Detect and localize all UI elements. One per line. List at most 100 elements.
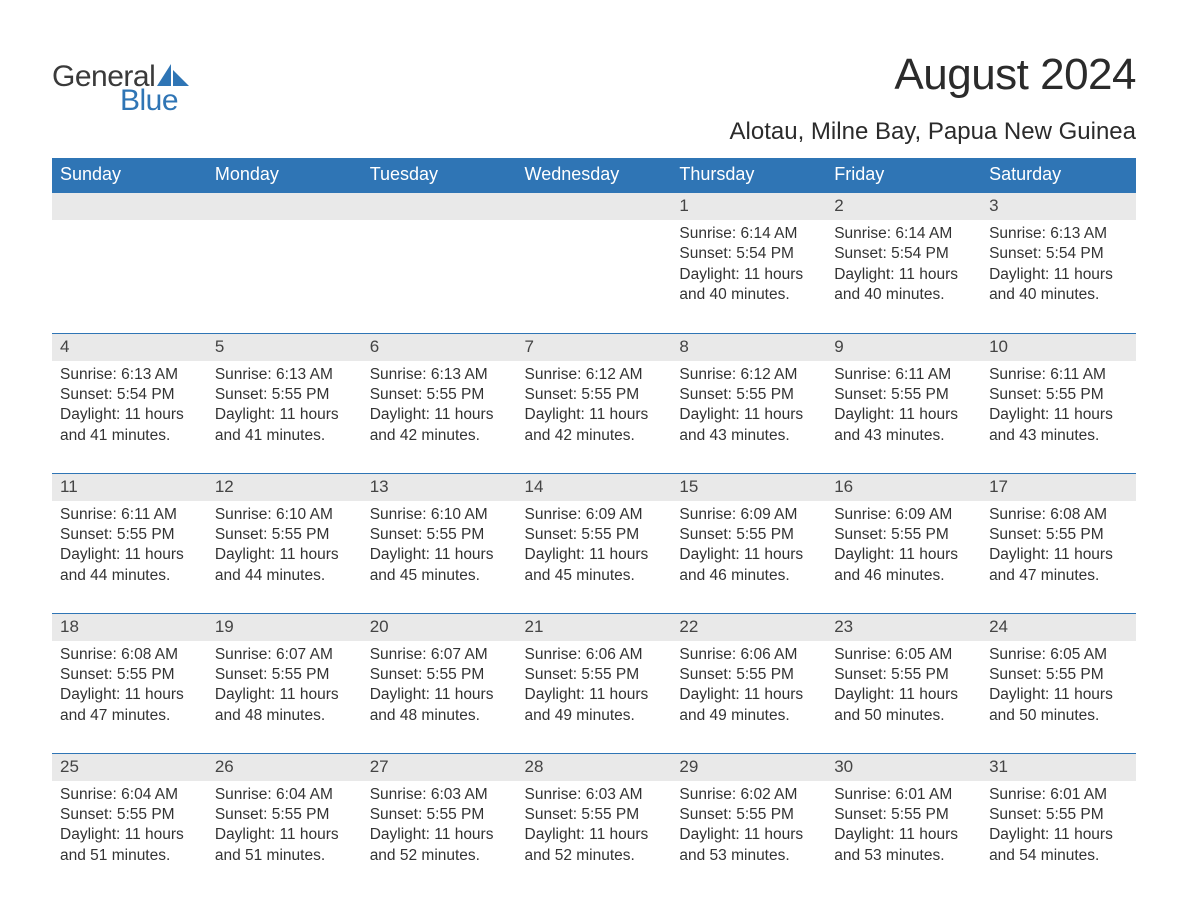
day-body: Sunrise: 6:10 AMSunset: 5:55 PMDaylight:…: [207, 501, 362, 593]
sunset-line: Sunset: 5:55 PM: [679, 665, 818, 685]
sunrise-line: Sunrise: 6:03 AM: [370, 785, 509, 805]
day-number: 22: [671, 614, 826, 641]
calendar-cell: 16Sunrise: 6:09 AMSunset: 5:55 PMDayligh…: [826, 473, 981, 613]
weekday-header: Sunday: [52, 158, 207, 193]
daylight-line: Daylight: 11 hours and 49 minutes.: [525, 685, 664, 726]
sunrise-line: Sunrise: 6:04 AM: [215, 785, 354, 805]
sunset-line: Sunset: 5:55 PM: [370, 665, 509, 685]
daylight-line: Daylight: 11 hours and 43 minutes.: [989, 405, 1128, 446]
location: Alotau, Milne Bay, Papua New Guinea: [730, 118, 1136, 146]
day-body: Sunrise: 6:11 AMSunset: 5:55 PMDaylight:…: [981, 361, 1136, 453]
day-number: 17: [981, 474, 1136, 501]
daylight-line: Daylight: 11 hours and 40 minutes.: [679, 265, 818, 306]
sunset-line: Sunset: 5:55 PM: [525, 525, 664, 545]
calendar-cell: 31Sunrise: 6:01 AMSunset: 5:55 PMDayligh…: [981, 753, 1136, 893]
day-number: 5: [207, 334, 362, 361]
calendar-row: 11Sunrise: 6:11 AMSunset: 5:55 PMDayligh…: [52, 473, 1136, 613]
day-body: Sunrise: 6:04 AMSunset: 5:55 PMDaylight:…: [207, 781, 362, 873]
calendar-cell: 19Sunrise: 6:07 AMSunset: 5:55 PMDayligh…: [207, 613, 362, 753]
sunset-line: Sunset: 5:55 PM: [525, 665, 664, 685]
sunset-line: Sunset: 5:54 PM: [834, 244, 973, 264]
sunset-line: Sunset: 5:55 PM: [60, 805, 199, 825]
sunset-line: Sunset: 5:55 PM: [989, 665, 1128, 685]
sunrise-line: Sunrise: 6:04 AM: [60, 785, 199, 805]
day-body: Sunrise: 6:14 AMSunset: 5:54 PMDaylight:…: [671, 220, 826, 312]
calendar-cell: 6Sunrise: 6:13 AMSunset: 5:55 PMDaylight…: [362, 333, 517, 473]
day-number: 9: [826, 334, 981, 361]
sunrise-line: Sunrise: 6:02 AM: [679, 785, 818, 805]
calendar-cell: 24Sunrise: 6:05 AMSunset: 5:55 PMDayligh…: [981, 613, 1136, 753]
calendar-cell: 25Sunrise: 6:04 AMSunset: 5:55 PMDayligh…: [52, 753, 207, 893]
sunset-line: Sunset: 5:55 PM: [834, 385, 973, 405]
calendar-cell: 22Sunrise: 6:06 AMSunset: 5:55 PMDayligh…: [671, 613, 826, 753]
sunset-line: Sunset: 5:55 PM: [679, 385, 818, 405]
daylight-line: Daylight: 11 hours and 52 minutes.: [525, 825, 664, 866]
weekday-row: Sunday Monday Tuesday Wednesday Thursday…: [52, 158, 1136, 193]
day-number: 26: [207, 754, 362, 781]
daylight-line: Daylight: 11 hours and 53 minutes.: [834, 825, 973, 866]
sunrise-line: Sunrise: 6:08 AM: [60, 645, 199, 665]
daylight-line: Daylight: 11 hours and 48 minutes.: [370, 685, 509, 726]
sunrise-line: Sunrise: 6:10 AM: [215, 505, 354, 525]
day-body: Sunrise: 6:05 AMSunset: 5:55 PMDaylight:…: [826, 641, 981, 733]
calendar-cell: 2 Sunrise: 6:14 AMSunset: 5:54 PMDaylight…: [826, 193, 981, 333]
sunset-line: Sunset: 5:54 PM: [989, 244, 1128, 264]
daylight-line: Daylight: 11 hours and 40 minutes.: [834, 265, 973, 306]
sunrise-line: Sunrise: 6:09 AM: [834, 505, 973, 525]
sunrise-line: Sunrise: 6:05 AM: [834, 645, 973, 665]
calendar-cell: 9Sunrise: 6:11 AMSunset: 5:55 PMDaylight…: [826, 333, 981, 473]
daylight-line: Daylight: 11 hours and 53 minutes.: [679, 825, 818, 866]
calendar-cell: 12Sunrise: 6:10 AMSunset: 5:55 PMDayligh…: [207, 473, 362, 613]
day-number: 12: [207, 474, 362, 501]
daylight-line: Daylight: 11 hours and 42 minutes.: [525, 405, 664, 446]
sunset-line: Sunset: 5:55 PM: [525, 385, 664, 405]
day-body: Sunrise: 6:07 AMSunset: 5:55 PMDaylight:…: [207, 641, 362, 733]
calendar-cell-empty: [207, 193, 362, 333]
calendar-cell: 13Sunrise: 6:10 AMSunset: 5:55 PMDayligh…: [362, 473, 517, 613]
calendar-cell: 21Sunrise: 6:06 AMSunset: 5:55 PMDayligh…: [517, 613, 672, 753]
day-number: 2: [826, 193, 981, 220]
sunset-line: Sunset: 5:54 PM: [679, 244, 818, 264]
sunrise-line: Sunrise: 6:14 AM: [834, 224, 973, 244]
calendar-cell: 28Sunrise: 6:03 AMSunset: 5:55 PMDayligh…: [517, 753, 672, 893]
calendar-cell: 1Sunrise: 6:14 AMSunset: 5:54 PMDaylight…: [671, 193, 826, 333]
day-body: Sunrise: 6:05 AMSunset: 5:55 PMDaylight:…: [981, 641, 1136, 733]
day-body: Sunrise: 6:01 AMSunset: 5:55 PMDaylight:…: [826, 781, 981, 873]
header: General Blue August 2024 Alotau, Milne B…: [52, 50, 1136, 146]
day-number: 10: [981, 334, 1136, 361]
daylight-line: Daylight: 11 hours and 50 minutes.: [834, 685, 973, 726]
day-number: 25: [52, 754, 207, 781]
sunset-line: Sunset: 5:55 PM: [834, 525, 973, 545]
sunrise-line: Sunrise: 6:01 AM: [989, 785, 1128, 805]
day-body: Sunrise: 6:12 AMSunset: 5:55 PMDaylight:…: [517, 361, 672, 453]
day-number: 3: [981, 193, 1136, 220]
daylight-line: Daylight: 11 hours and 41 minutes.: [60, 405, 199, 446]
calendar-cell: 27Sunrise: 6:03 AMSunset: 5:55 PMDayligh…: [362, 753, 517, 893]
day-body: Sunrise: 6:08 AMSunset: 5:55 PMDaylight:…: [981, 501, 1136, 593]
sunset-line: Sunset: 5:55 PM: [60, 525, 199, 545]
sunset-line: Sunset: 5:55 PM: [215, 665, 354, 685]
sunrise-line: Sunrise: 6:08 AM: [989, 505, 1128, 525]
calendar-cell: 23Sunrise: 6:05 AMSunset: 5:55 PMDayligh…: [826, 613, 981, 753]
page-title: August 2024: [730, 50, 1136, 100]
daylight-line: Daylight: 11 hours and 44 minutes.: [60, 545, 199, 586]
day-body: Sunrise: 6:03 AMSunset: 5:55 PMDaylight:…: [517, 781, 672, 873]
sunset-line: Sunset: 5:55 PM: [370, 525, 509, 545]
sunrise-line: Sunrise: 6:12 AM: [679, 365, 818, 385]
calendar-cell: 29Sunrise: 6:02 AMSunset: 5:55 PMDayligh…: [671, 753, 826, 893]
day-number: 8: [671, 334, 826, 361]
sunrise-line: Sunrise: 6:13 AM: [989, 224, 1128, 244]
day-number: 16: [826, 474, 981, 501]
day-body: Sunrise: 6:10 AMSunset: 5:55 PMDaylight:…: [362, 501, 517, 593]
calendar-cell: 5Sunrise: 6:13 AMSunset: 5:55 PMDaylight…: [207, 333, 362, 473]
sunset-line: Sunset: 5:55 PM: [989, 525, 1128, 545]
day-number: 23: [826, 614, 981, 641]
calendar-row: 4Sunrise: 6:13 AMSunset: 5:54 PMDaylight…: [52, 333, 1136, 473]
day-body: Sunrise: 6:12 AMSunset: 5:55 PMDaylight:…: [671, 361, 826, 453]
sunset-line: Sunset: 5:55 PM: [60, 665, 199, 685]
day-body: Sunrise: 6:03 AMSunset: 5:55 PMDaylight:…: [362, 781, 517, 873]
weekday-header: Thursday: [671, 158, 826, 193]
day-body: Sunrise: 6:13 AMSunset: 5:54 PMDaylight:…: [52, 361, 207, 453]
sunset-line: Sunset: 5:55 PM: [679, 525, 818, 545]
weekday-header: Saturday: [981, 158, 1136, 193]
